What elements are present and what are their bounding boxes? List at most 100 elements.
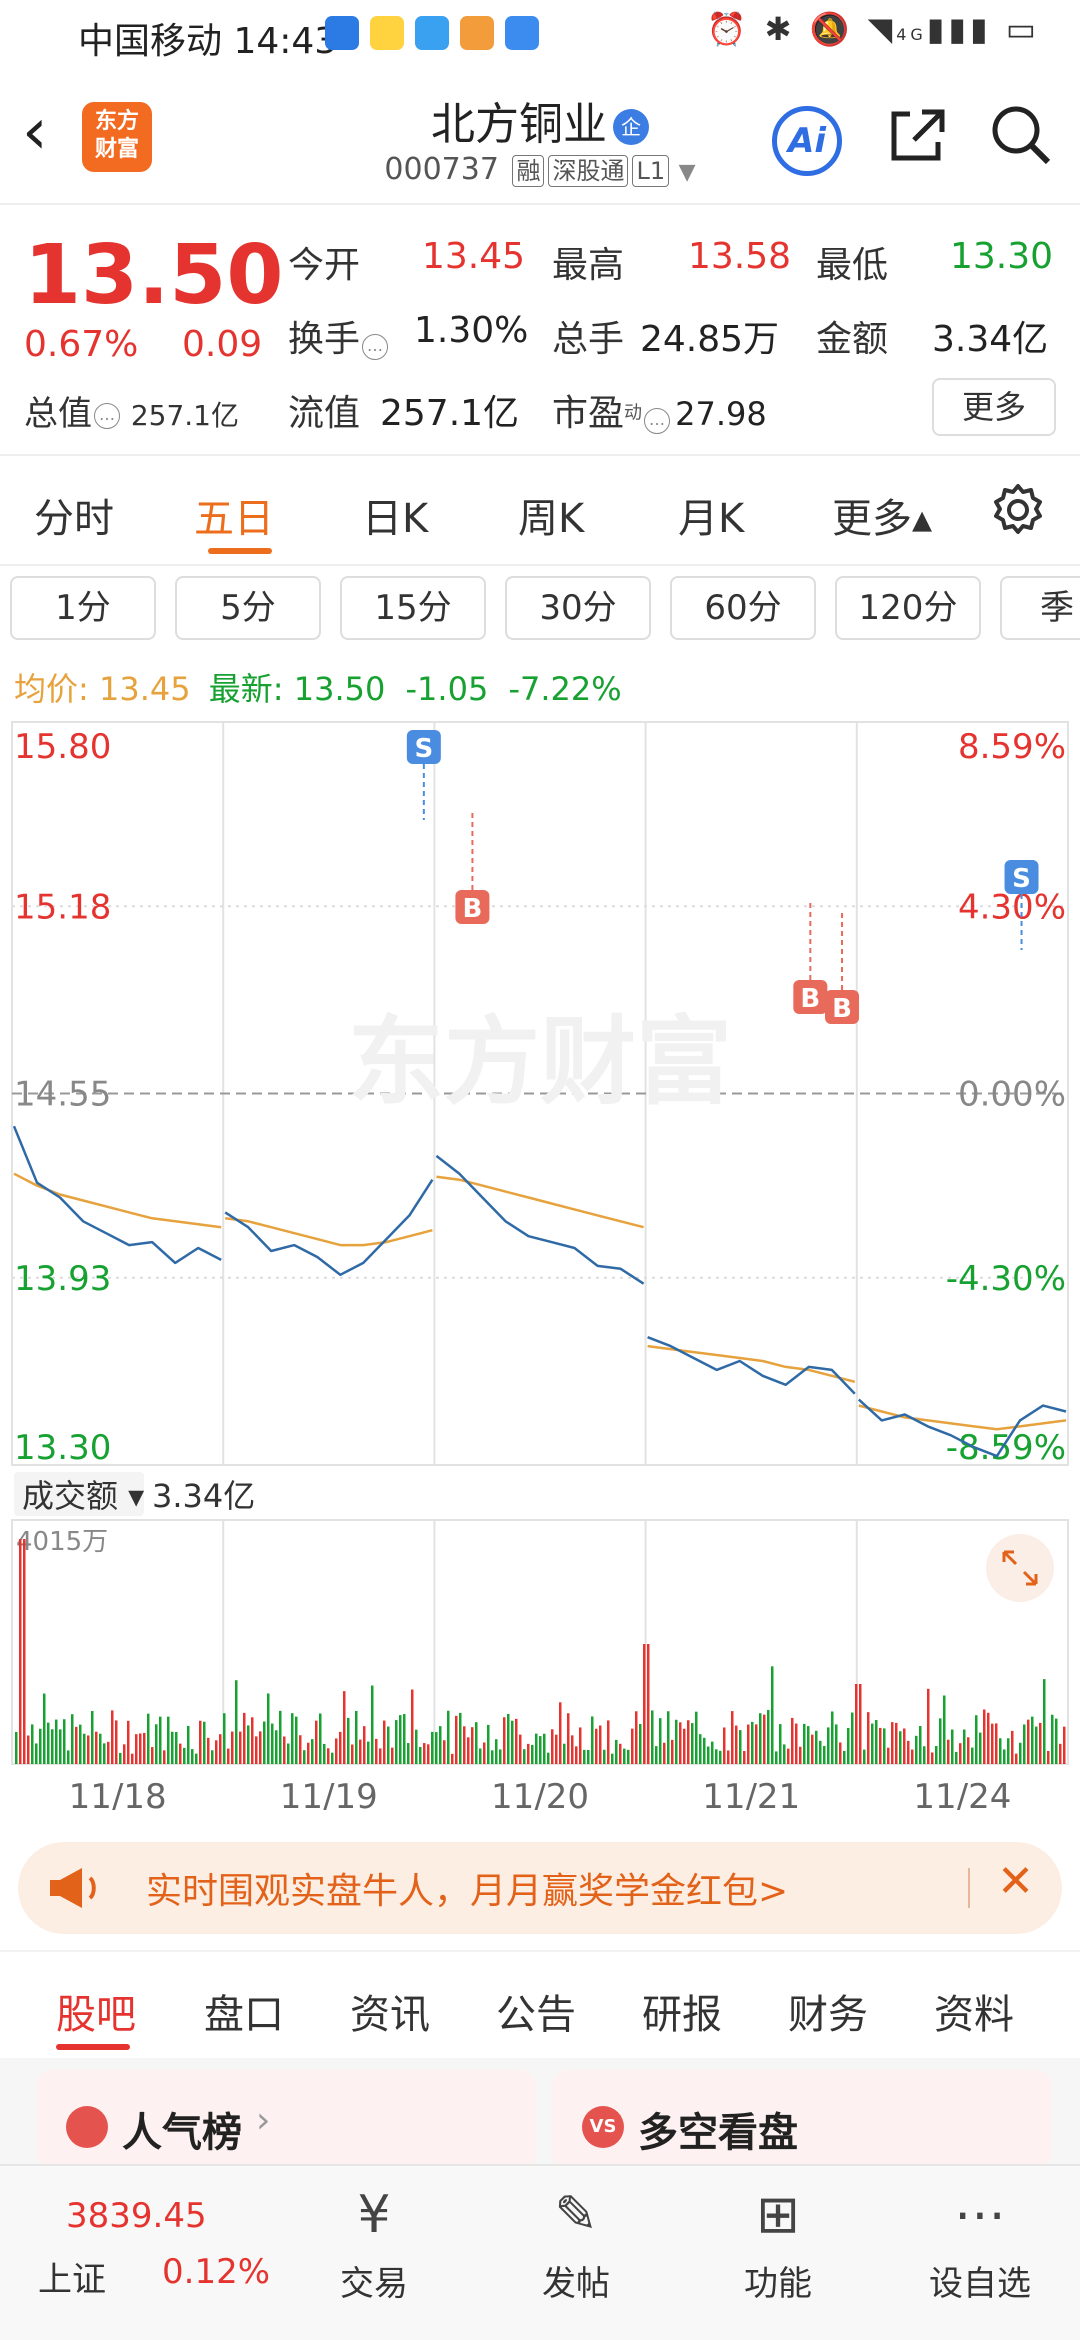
nav-trade[interactable]: ¥ 交易 bbox=[304, 2180, 444, 2305]
volume-bar bbox=[835, 1724, 838, 1764]
volume-bar bbox=[91, 1711, 94, 1764]
index-value[interactable]: 3839.45 bbox=[66, 2196, 207, 2236]
nav-post[interactable]: ✎ 发帖 bbox=[506, 2180, 646, 2305]
volume-bar bbox=[959, 1743, 962, 1764]
dropdown-icon: ▼ bbox=[678, 160, 696, 185]
tab-announcements[interactable]: 公告 bbox=[496, 1992, 576, 2038]
volume-bar bbox=[519, 1734, 522, 1764]
volume-bar bbox=[379, 1748, 382, 1764]
y-tick-left: 13.93 bbox=[14, 1259, 111, 1299]
volume-bar bbox=[727, 1750, 730, 1764]
tab-guba[interactable]: 股吧 bbox=[56, 1992, 136, 2038]
tab-intraday[interactable]: 分时 bbox=[34, 496, 114, 542]
popularity-card[interactable]: 人气榜 › bbox=[36, 2070, 536, 2170]
volume-bar bbox=[691, 1723, 694, 1764]
period-quarter[interactable]: 季 bbox=[1000, 576, 1080, 640]
volume-bar bbox=[71, 1714, 74, 1764]
notify-app-icon bbox=[415, 16, 449, 50]
y-tick-right: 8.59% bbox=[958, 727, 1066, 767]
ai-assistant-button[interactable]: Ai bbox=[772, 106, 842, 176]
app-header: ‹ 东方 财富 北方铜业企 000737 融深股通 L1 ▼ Ai bbox=[0, 70, 1080, 205]
search-icon[interactable] bbox=[986, 100, 1056, 170]
tab-research[interactable]: 研报 bbox=[642, 1992, 722, 2038]
gear-icon[interactable] bbox=[990, 482, 1046, 538]
nav-watchlist[interactable]: ⋯ 设自选 bbox=[910, 2180, 1050, 2305]
period-120min[interactable]: 120分 bbox=[835, 576, 981, 640]
volume-bar bbox=[395, 1720, 398, 1764]
volume-bar bbox=[47, 1722, 50, 1764]
y-tick-left: 15.18 bbox=[14, 887, 111, 927]
float-field: 流值 bbox=[288, 393, 361, 434]
volume-bar bbox=[451, 1753, 454, 1764]
tab-news[interactable]: 资讯 bbox=[350, 1992, 430, 2038]
volume-bar bbox=[607, 1720, 610, 1764]
volume-bar bbox=[887, 1747, 890, 1764]
volume-bar bbox=[935, 1746, 938, 1764]
volume-bar bbox=[1059, 1743, 1062, 1764]
stock-code-row[interactable]: 000737 融深股通 L1 ▼ bbox=[384, 152, 696, 187]
volume-bar bbox=[655, 1746, 658, 1764]
volume-bar bbox=[383, 1720, 386, 1764]
period-15min[interactable]: 15分 bbox=[340, 576, 486, 640]
volume-bar bbox=[759, 1713, 762, 1764]
volume-bar bbox=[447, 1710, 450, 1764]
marker-label: S bbox=[414, 734, 433, 764]
back-icon[interactable]: ‹ bbox=[22, 95, 48, 169]
volume-bar bbox=[299, 1735, 302, 1764]
volume-bar bbox=[19, 1539, 22, 1764]
volume-bar bbox=[267, 1693, 270, 1764]
period-30min[interactable]: 30分 bbox=[505, 576, 651, 640]
x-tick-label: 11/21 bbox=[702, 1777, 800, 1810]
more-button[interactable]: 更多 bbox=[932, 378, 1056, 436]
close-icon[interactable]: ✕ bbox=[997, 1856, 1034, 1907]
volume-bar bbox=[79, 1724, 82, 1764]
volume-bar bbox=[719, 1750, 722, 1764]
tab-monthly-k[interactable]: 月K bbox=[678, 496, 745, 542]
volume-bar bbox=[291, 1713, 294, 1764]
more-dots-icon: ⋯ bbox=[954, 2185, 1006, 2245]
volume-bar bbox=[147, 1713, 150, 1764]
tab-five-day[interactable]: 五日 bbox=[194, 496, 274, 542]
volume-bar bbox=[15, 1731, 18, 1764]
volume-bar bbox=[671, 1739, 674, 1764]
volume-bar bbox=[111, 1710, 114, 1764]
tab-more[interactable]: 更多▴ bbox=[832, 496, 933, 542]
promo-divider bbox=[968, 1868, 970, 1908]
volume-bar bbox=[859, 1684, 862, 1764]
volume-bar bbox=[179, 1743, 182, 1764]
volume-bar bbox=[119, 1752, 122, 1764]
period-60min[interactable]: 60分 bbox=[670, 576, 816, 640]
tab-weekly-k[interactable]: 周K bbox=[518, 496, 585, 542]
tab-profile[interactable]: 资料 bbox=[934, 1992, 1014, 2038]
volume-bar bbox=[1031, 1716, 1034, 1764]
promo-banner[interactable]: 实时围观实盘牛人，月月赢奖学金红包> ✕ bbox=[18, 1842, 1062, 1934]
five-day-chart[interactable]: 东方财富 15.80 8.59% 15.18 4.30% 14.55 0.00% 13.93-… bbox=[0, 720, 1080, 1817]
volume-bar bbox=[155, 1724, 158, 1764]
price-info-line: 均价: 13.45 最新: 13.50 -1.05 -7.22% bbox=[14, 670, 622, 708]
period-1min[interactable]: 1分 bbox=[10, 576, 156, 640]
volume-bar bbox=[763, 1714, 766, 1764]
index-pct[interactable]: 0.12% bbox=[162, 2252, 271, 2292]
tab-daily-k[interactable]: 日K bbox=[362, 496, 429, 542]
volume-bar bbox=[427, 1744, 430, 1764]
volume-bar bbox=[975, 1715, 978, 1764]
volume-bar bbox=[595, 1728, 598, 1764]
volume-bar bbox=[775, 1751, 778, 1764]
period-5min[interactable]: 5分 bbox=[175, 576, 321, 640]
volume-bar bbox=[823, 1745, 826, 1764]
volume-bar bbox=[723, 1727, 726, 1764]
share-icon[interactable] bbox=[882, 100, 952, 170]
volume-bar bbox=[923, 1746, 926, 1764]
nav-functions[interactable]: ⊞ 功能 bbox=[708, 2180, 848, 2305]
volume-value: 24.85万 bbox=[640, 319, 780, 360]
volume-bar bbox=[999, 1738, 1002, 1764]
volume-bar bbox=[931, 1752, 934, 1764]
bull-bear-card[interactable]: VS 多空看盘 bbox=[552, 2070, 1052, 2170]
tab-finance[interactable]: 财务 bbox=[788, 1992, 868, 2038]
volume-bar bbox=[315, 1720, 318, 1764]
index-name[interactable]: 上证 bbox=[38, 2260, 106, 2300]
promo-text[interactable]: 实时围观实盘牛人，月月赢奖学金红包> bbox=[146, 1871, 789, 1912]
tab-pankou[interactable]: 盘口 bbox=[204, 1992, 284, 2038]
feature-cards: 人气榜 › VS 多空看盘 bbox=[0, 2058, 1080, 2170]
volume-bar bbox=[819, 1740, 822, 1764]
